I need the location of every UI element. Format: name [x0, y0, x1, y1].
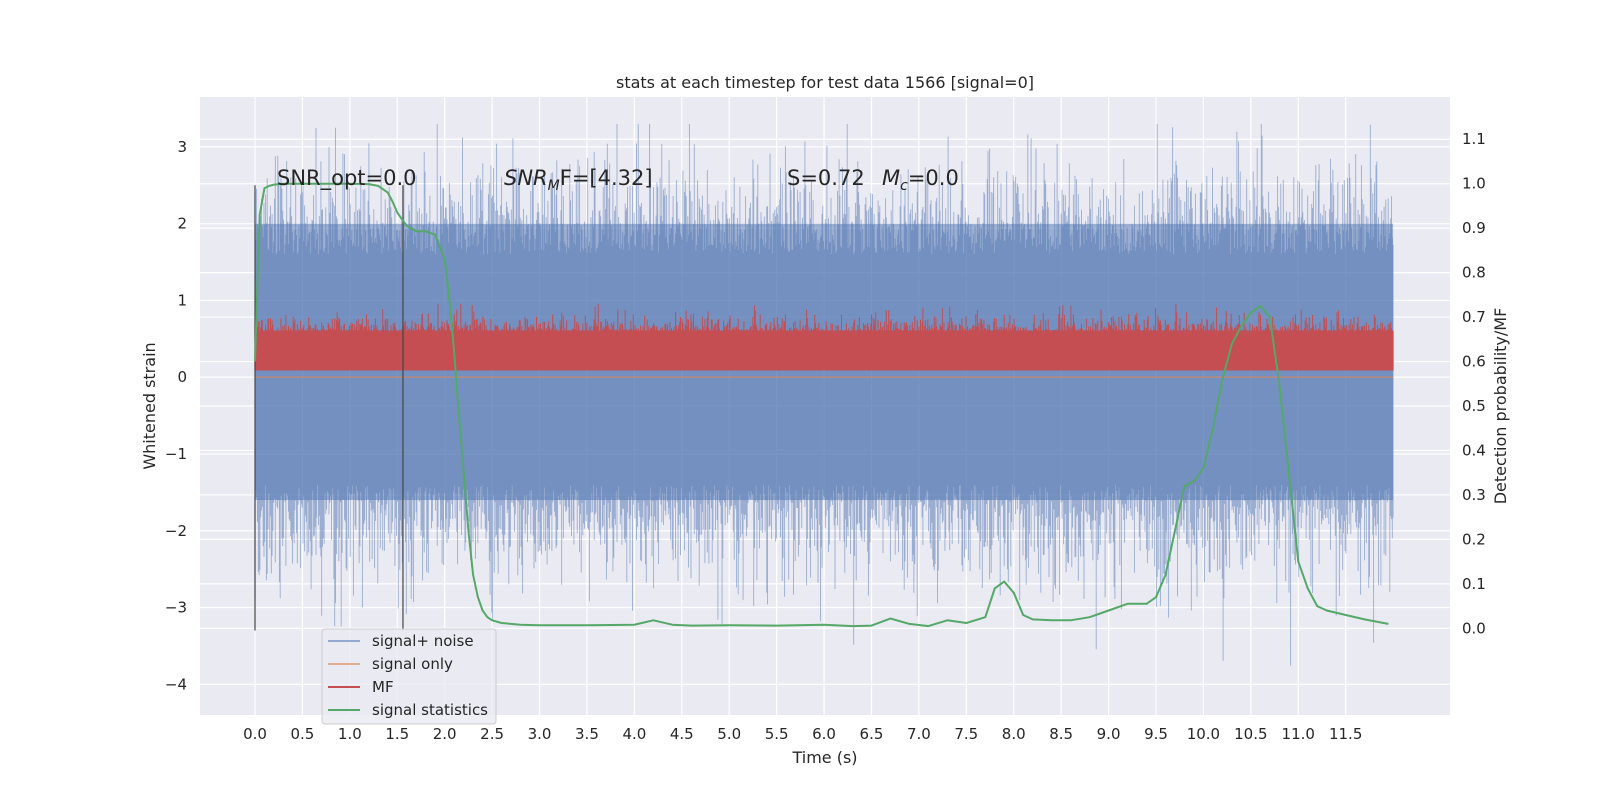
x-tick-label: 1.0	[338, 725, 362, 743]
x-tick-label: 6.0	[812, 725, 836, 743]
y-right-tick-label: 0.7	[1462, 308, 1486, 326]
y-right-tick-label: 0.6	[1462, 353, 1486, 371]
x-tick-label: 3.0	[528, 725, 552, 743]
x-tick-label: 11.5	[1329, 725, 1362, 743]
x-tick-label: 0.0	[243, 725, 267, 743]
x-tick-label: 2.0	[433, 725, 457, 743]
x-tick-label: 10.0	[1187, 725, 1220, 743]
vertical-markers	[254, 185, 404, 631]
mc-rest: =0.0	[908, 166, 959, 190]
x-tick-label: 7.0	[907, 725, 931, 743]
series-signal-statistics	[254, 182, 1389, 628]
snr-mf-base: SNR	[504, 166, 548, 190]
y-right-tick-label: 0.4	[1462, 441, 1486, 459]
legend: signal+ noise signal only MF signal stat…	[321, 628, 497, 725]
y-left-tick-label: −2	[165, 522, 187, 540]
y-left-tick-label: 3	[177, 138, 187, 156]
x-axis-title: Time (s)	[791, 748, 857, 767]
y-right-tick-label: 1.0	[1462, 175, 1486, 193]
x-tick-label: 8.5	[1049, 725, 1073, 743]
x-tick-labels: 0.0 0.5 1.0 1.5 2.0 2.5 3.0 3.5 4.0 4.5 5.0 5.5 6.0 6…	[243, 725, 1362, 743]
annotation-snr-mf: SNRMF=[4.32]	[504, 166, 653, 194]
y-right-tick-labels: 1.1 1.0 0.9 0.8 0.7 0.6 0.5 0.4 0.3 0.2 0.1 0.0	[1462, 130, 1486, 637]
annotation-snr-opt: SNR_opt=0.0	[277, 166, 417, 191]
x-tick-label: 5.5	[765, 725, 789, 743]
x-tick-label: 3.5	[575, 725, 599, 743]
y-right-axis-title: Detection probability/MF	[1491, 308, 1510, 505]
y-right-tick-label: 0.0	[1462, 619, 1486, 637]
signal-statistics-line	[254, 182, 1389, 628]
legend-box	[321, 628, 497, 725]
chart-title: stats at each timestep for test data 156…	[616, 73, 1034, 92]
annotation-s-stat: S=0.72	[787, 166, 865, 190]
mc-base: M	[882, 166, 900, 190]
y-left-tick-label: 2	[177, 215, 187, 233]
snr-mf-sub: M	[548, 178, 560, 194]
x-tick-label: 8.0	[1002, 725, 1026, 743]
x-tick-label: 0.5	[290, 725, 314, 743]
y-right-tick-label: 0.9	[1462, 219, 1486, 237]
y-right-tick-label: 0.2	[1462, 530, 1486, 548]
x-tick-label: 9.5	[1144, 725, 1168, 743]
x-tick-label: 4.5	[670, 725, 694, 743]
y-right-tick-label: 1.1	[1462, 130, 1486, 148]
y-left-tick-label: 0	[177, 368, 187, 386]
x-tick-label: 11.0	[1282, 725, 1315, 743]
y-left-tick-labels: 3 2 1 0 −1 −2 −3 −4	[165, 138, 187, 693]
legend-label-signal-statistics: signal statistics	[372, 701, 488, 719]
x-tick-label: 6.5	[860, 725, 884, 743]
y-right-tick-label: 0.5	[1462, 397, 1486, 415]
y-right-tick-label: 0.8	[1462, 264, 1486, 282]
x-tick-label: 4.0	[622, 725, 646, 743]
y-left-axis-title: Whitened strain	[140, 342, 159, 469]
y-left-tick-label: −3	[165, 599, 187, 617]
x-tick-label: 1.5	[385, 725, 409, 743]
x-tick-label: 10.5	[1234, 725, 1267, 743]
y-left-tick-label: −1	[165, 445, 187, 463]
annotation-mc: Mc=0.0	[882, 166, 959, 194]
x-tick-label: 5.0	[717, 725, 741, 743]
y-left-tick-label: 1	[177, 291, 187, 309]
series-mf	[254, 303, 1394, 371]
legend-label-mf: MF	[372, 678, 394, 696]
x-tick-label: 2.5	[480, 725, 504, 743]
y-right-tick-label: 0.1	[1462, 575, 1486, 593]
snr-mf-rest: F=[4.32]	[560, 166, 653, 190]
mc-sub: c	[900, 178, 908, 194]
legend-label-signal-only: signal only	[372, 655, 453, 673]
x-tick-label: 9.0	[1097, 725, 1121, 743]
y-left-tick-label: −4	[165, 675, 187, 693]
x-tick-label: 7.5	[954, 725, 978, 743]
legend-label-signal-plus-noise: signal+ noise	[372, 632, 474, 650]
y-right-tick-label: 0.3	[1462, 486, 1486, 504]
